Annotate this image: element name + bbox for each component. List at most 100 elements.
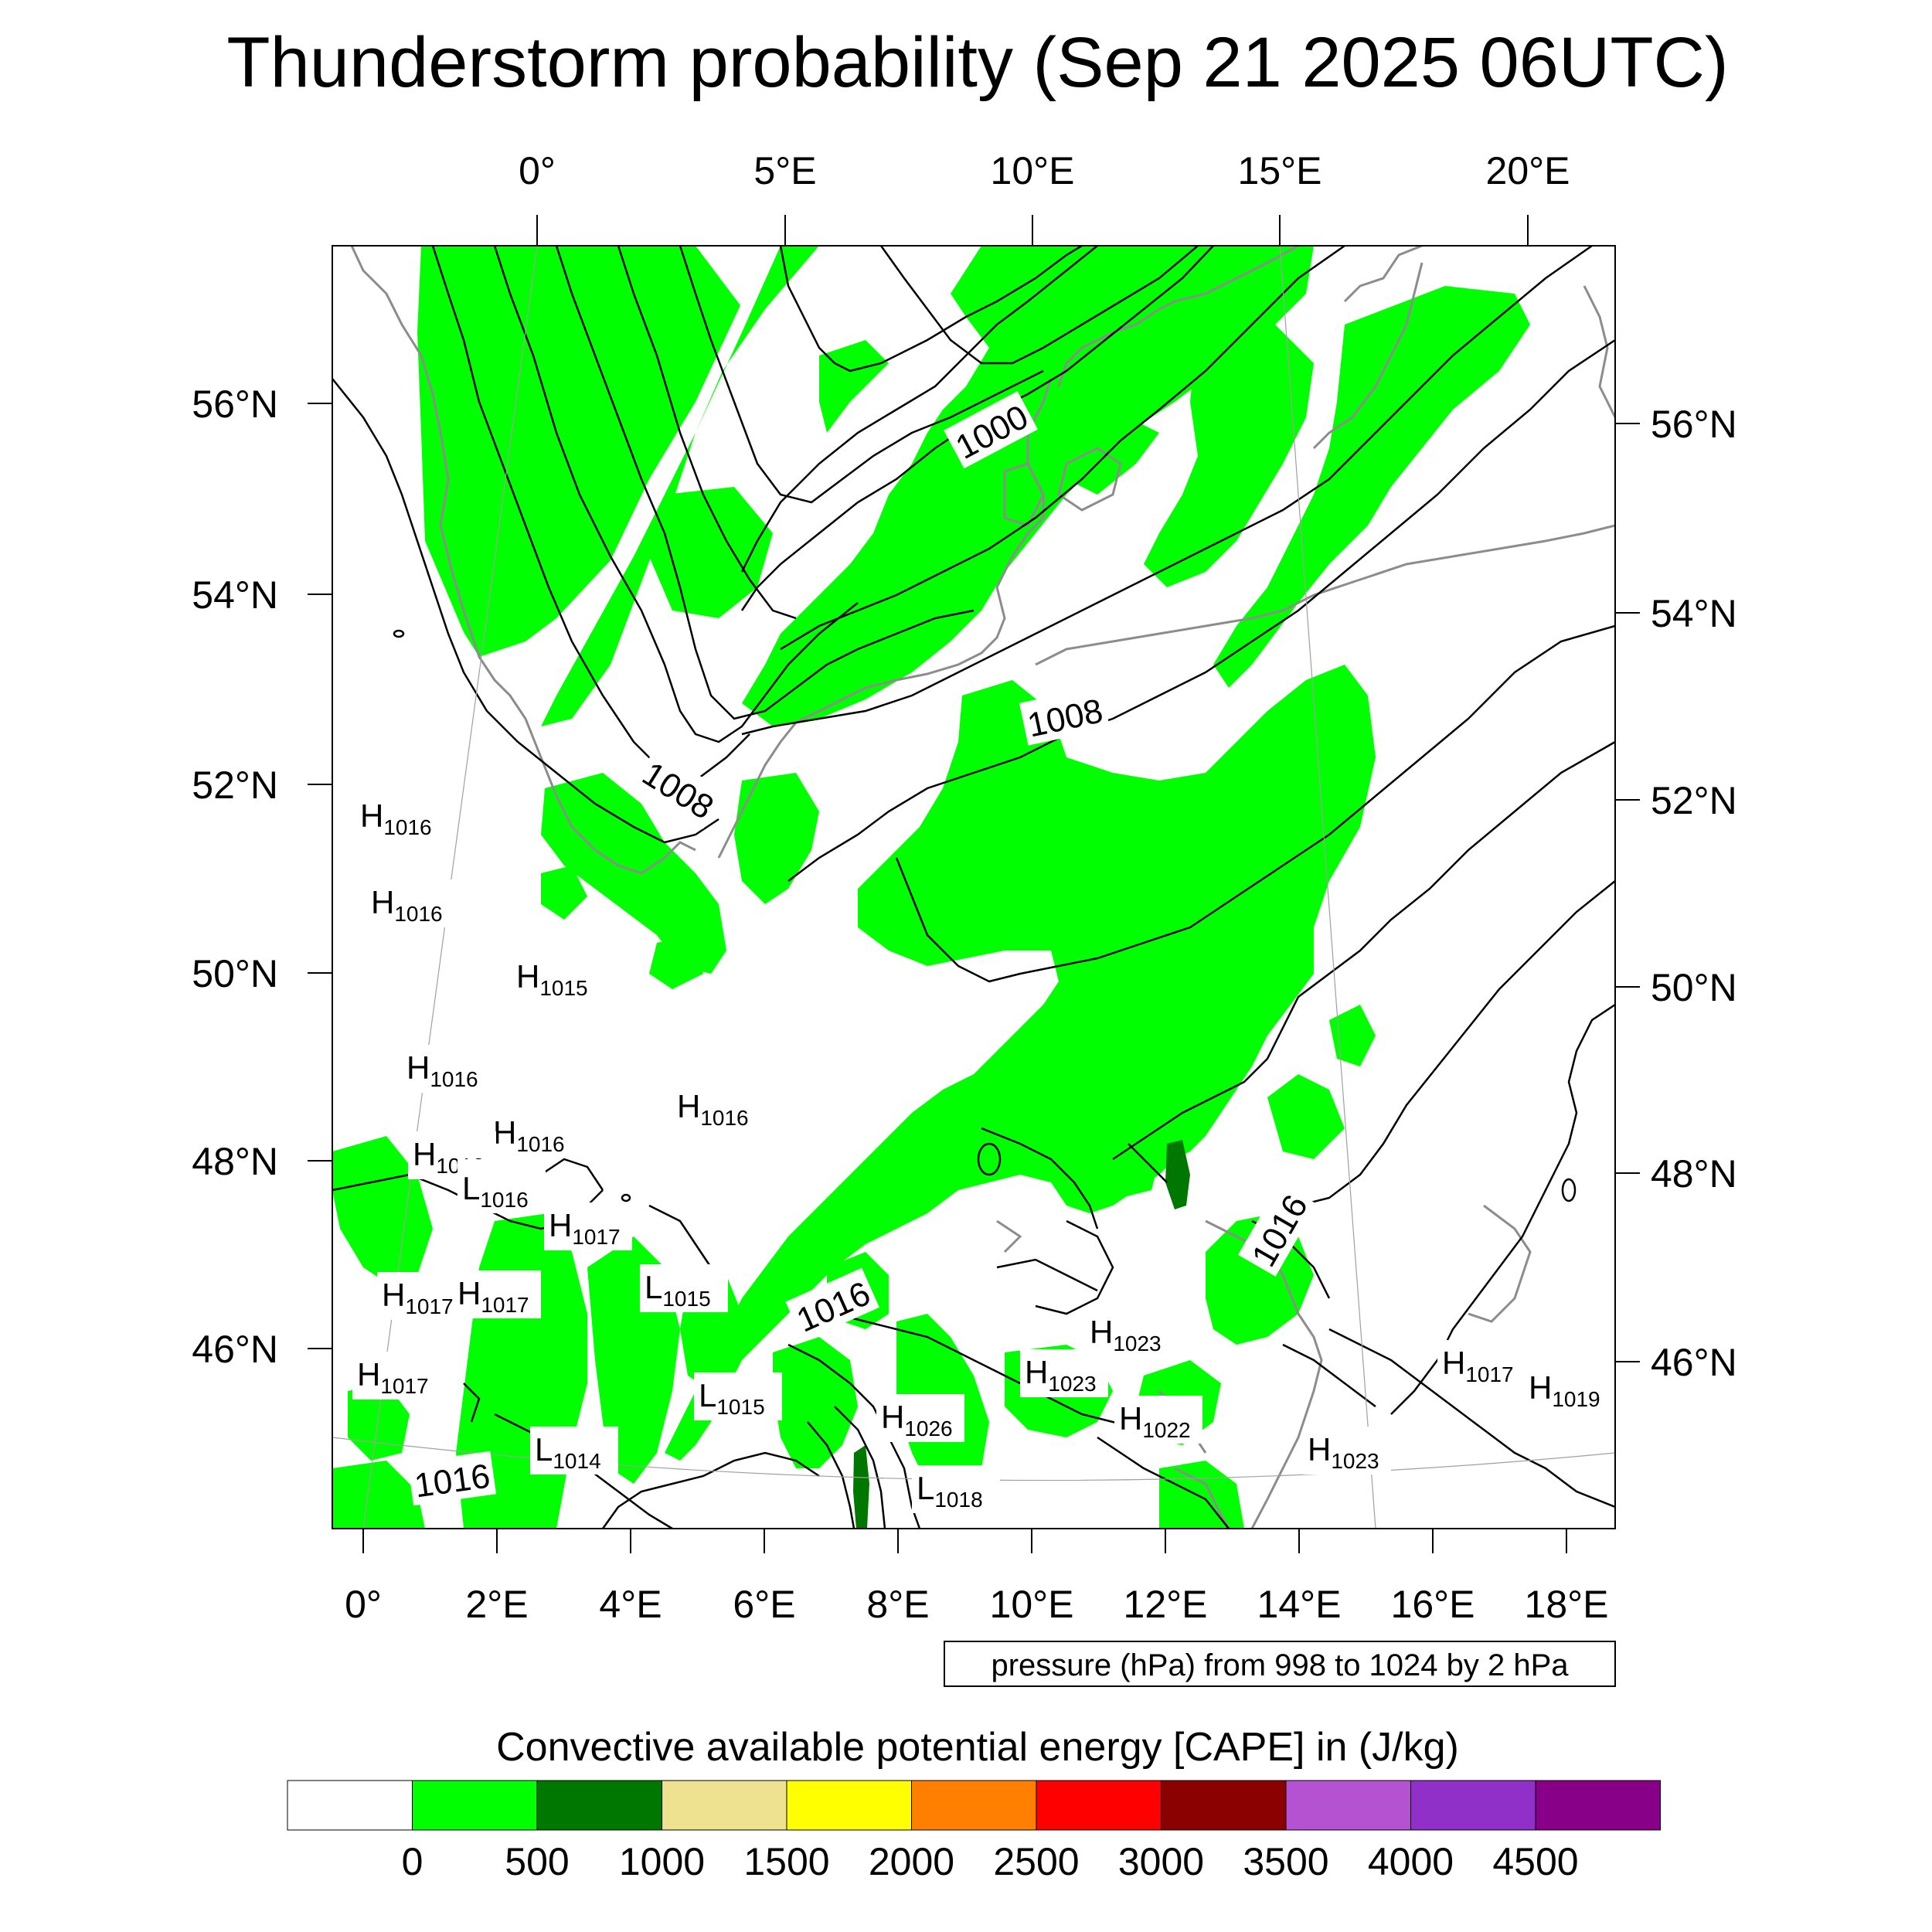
pressure-center-value: 1016 — [480, 1188, 528, 1212]
right-lat-label: 48°N — [1651, 1152, 1737, 1196]
legend-label: 500 — [505, 1840, 569, 1883]
legend-label: 3500 — [1243, 1840, 1328, 1883]
pressure-center-bg — [1437, 1340, 1526, 1388]
pressure-center-value: 1023 — [1113, 1332, 1161, 1355]
bottom-lon-label: 18°E — [1525, 1583, 1609, 1626]
map-frame — [332, 245, 1616, 1529]
left-lat-label: 56°N — [192, 383, 278, 426]
pressure-center-value: 1015 — [539, 976, 587, 1000]
legend-swatch — [1285, 1780, 1411, 1831]
top-lon-label: 10°E — [991, 149, 1075, 192]
pressure-center-value: 1017 — [481, 1293, 529, 1317]
legend-label: 4500 — [1492, 1840, 1578, 1883]
left-lat-label: 50°N — [192, 952, 278, 995]
legend-swatch — [1036, 1780, 1162, 1831]
pressure-center-high: H1023 — [1085, 1309, 1173, 1357]
right-lat-label: 52°N — [1651, 779, 1737, 822]
bottom-lon-label: 6°E — [733, 1583, 795, 1626]
pressure-center-bg — [640, 1264, 728, 1312]
pressure-center-value: 1015 — [716, 1395, 764, 1419]
pressure-center-high: H1017 — [1437, 1340, 1526, 1388]
cape-legend: Convective available potential energy [C… — [287, 1725, 1661, 1883]
legend-labels: 0 500 1000 1500 2000 2500 3000 3500 4000 4500 — [402, 1840, 1579, 1883]
right-lat-label: 54°N — [1651, 592, 1737, 635]
cape-area-500-1000 — [853, 1140, 1190, 1529]
pressure-center-high: H1017 — [377, 1272, 465, 1320]
legend-swatch — [287, 1780, 413, 1831]
pressure-center-value: 1026 — [904, 1417, 952, 1440]
pressure-center-high: H1017 — [352, 1352, 440, 1400]
pressure-center-low: L1014 — [530, 1427, 618, 1475]
legend-swatch — [412, 1780, 538, 1831]
pressure-center-high: H1016 — [672, 1083, 760, 1131]
pressure-center-bg — [1524, 1365, 1612, 1413]
right-latitude-axis: 56°N 54°N 52°N 50°N 48°N 46°N — [1615, 403, 1737, 1384]
pressure-center-value: 1017 — [572, 1225, 620, 1249]
right-lat-label: 46°N — [1651, 1341, 1737, 1384]
top-longitude-axis: 0° 5°E 10°E 15°E 20°E — [519, 149, 1570, 246]
right-lat-label: 56°N — [1651, 403, 1737, 446]
pressure-center-bg — [1303, 1427, 1391, 1475]
pressure-centers: H1016H1016H1015H1016H1016H1016H1016L1016… — [352, 793, 1612, 1513]
legend-swatch — [1410, 1780, 1536, 1831]
top-lon-label: 20°E — [1486, 149, 1570, 192]
pressure-center-high: H1016 — [366, 879, 454, 927]
pressure-center-high: H1017 — [453, 1270, 541, 1318]
left-lat-label: 46°N — [192, 1328, 278, 1371]
pressure-center-bg — [912, 1465, 1000, 1513]
pressure-center-high: H1015 — [512, 954, 600, 1002]
pressure-center-bg — [355, 793, 444, 841]
pressure-center-value: 1016 — [394, 902, 442, 926]
pressure-center-value: 1015 — [662, 1287, 710, 1311]
pressure-center-low: L1015 — [640, 1264, 728, 1312]
pressure-center-high: H1016 — [355, 793, 444, 841]
pressure-center-high: H1022 — [1114, 1396, 1202, 1444]
pressure-center-bg — [1085, 1309, 1173, 1357]
bottom-lon-label: 4°E — [599, 1583, 662, 1626]
pressure-center-bg — [544, 1202, 632, 1250]
pressure-center-low: L1018 — [912, 1465, 1000, 1513]
pressure-center-bg — [1114, 1396, 1202, 1444]
pressure-center-value: 1016 — [700, 1106, 748, 1130]
left-lat-label: 52°N — [192, 764, 278, 807]
pressure-center-value: 1016 — [383, 815, 431, 839]
left-latitude-axis: 56°N 54°N 52°N 50°N 48°N 46°N — [192, 383, 332, 1371]
pressure-center-high: H1016 — [488, 1110, 577, 1158]
pressure-center-high: H1017 — [544, 1202, 632, 1250]
legend-swatch — [536, 1780, 662, 1831]
pressure-caption: pressure (hPa) from 998 to 1024 by 2 hPa — [991, 1648, 1569, 1682]
bottom-longitude-axis: 0° 2°E 4°E 6°E 8°E 10°E 12°E 14°E 16°E 1… — [345, 1529, 1608, 1626]
pressure-center-value: 1019 — [1552, 1387, 1600, 1411]
bottom-lon-label: 16°E — [1391, 1583, 1475, 1626]
pressure-center-bg — [876, 1394, 964, 1442]
legend-label: 0 — [402, 1840, 423, 1883]
pressure-center-value: 1014 — [553, 1449, 600, 1473]
legend-label: 3000 — [1118, 1840, 1204, 1883]
pressure-center-high: H1023 — [1020, 1349, 1108, 1397]
legend-color-bar — [287, 1780, 1661, 1831]
map-title: Thunderstorm probability (Sep 21 2025 06… — [226, 23, 1728, 102]
top-lon-label: 5°E — [753, 149, 816, 192]
pressure-center-bg — [457, 1165, 546, 1213]
pressure-center-bg — [402, 1045, 490, 1093]
legend-label: 4000 — [1368, 1840, 1454, 1883]
pressure-center-bg — [694, 1372, 782, 1420]
legend-label: 1500 — [743, 1840, 829, 1883]
weather-map: 1000 1008 1008 1016 1016 1016 — [332, 246, 1615, 1529]
bottom-lon-label: 12°E — [1124, 1583, 1208, 1626]
legend-swatch — [1161, 1780, 1287, 1831]
cape-area-0-500 — [332, 246, 1530, 1529]
pressure-center-value: 1016 — [430, 1067, 478, 1091]
pressure-center-bg — [488, 1110, 577, 1158]
isobars — [332, 246, 1615, 1529]
pressure-center-bg — [352, 1352, 440, 1400]
legend-title: Convective available potential energy [C… — [496, 1725, 1459, 1770]
top-lon-label: 15°E — [1238, 149, 1322, 192]
pressure-center-value: 1018 — [934, 1488, 982, 1512]
bottom-lon-label: 14°E — [1257, 1583, 1342, 1626]
pressure-caption-box: pressure (hPa) from 998 to 1024 by 2 hPa — [944, 1641, 1616, 1687]
pressure-center-high: H1016 — [402, 1045, 490, 1093]
pressure-center-bg — [453, 1270, 541, 1318]
pressure-center-bg — [377, 1272, 465, 1320]
pressure-center-value: 1023 — [1048, 1372, 1096, 1396]
